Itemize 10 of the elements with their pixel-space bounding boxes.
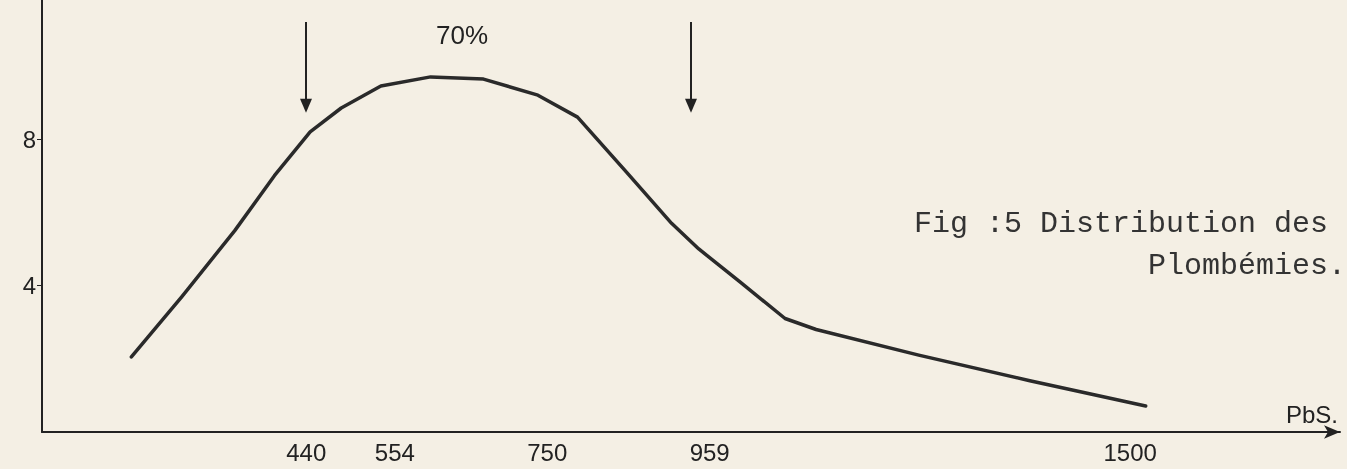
x-tick-label: 554 — [374, 438, 415, 466]
x-tick-label: 1500 — [1103, 438, 1157, 466]
text: Fig :5 Distribution des Plombémies. — [913, 207, 1346, 283]
y-tick-label: 4 — [22, 272, 36, 300]
x-axis-title: PbS. — [1285, 400, 1338, 428]
y-tick-label: 8 — [22, 125, 36, 153]
x-tick-label: 440 — [286, 438, 327, 466]
x-tick-label: 959 — [689, 438, 730, 466]
x-tick-label: 750 — [527, 438, 568, 466]
annotation: 70% — [436, 20, 489, 50]
